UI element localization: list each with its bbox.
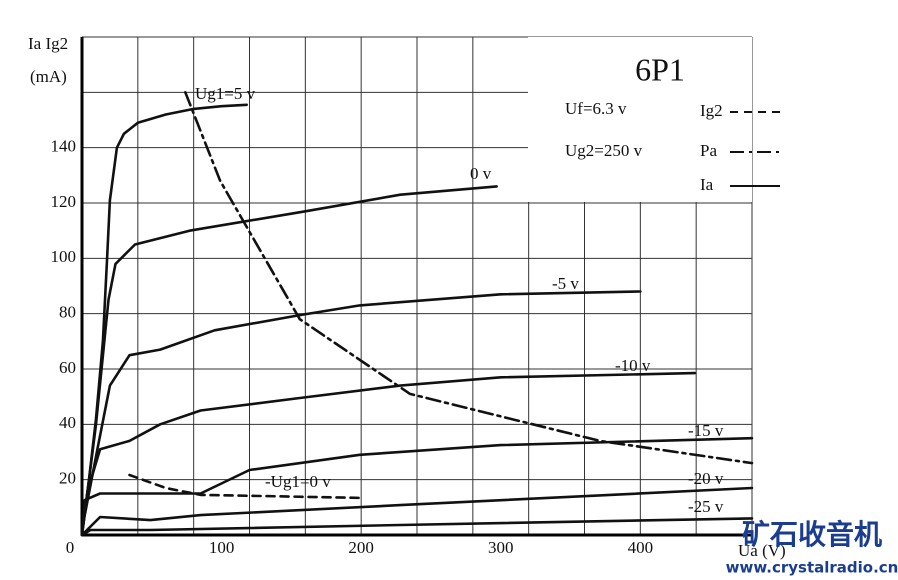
curve bbox=[80, 185, 498, 537]
y-tick-label: 140 bbox=[51, 137, 77, 156]
x-tick-label: 400 bbox=[628, 538, 654, 557]
legend-label: Ia bbox=[700, 175, 714, 194]
curve bbox=[80, 436, 754, 537]
watermark: www.crystalradio.cn bbox=[726, 559, 898, 577]
y-tick-label: 40 bbox=[59, 413, 76, 432]
curve-label: -15 v bbox=[688, 421, 724, 440]
y-axis-label: Ia Ig2 bbox=[28, 34, 68, 53]
curve-label: -Ug1=0 v bbox=[265, 472, 331, 491]
curve bbox=[80, 486, 754, 537]
x-tick-label: 0 bbox=[66, 538, 75, 557]
x-tick-label: 300 bbox=[488, 538, 514, 557]
curve bbox=[128, 473, 362, 500]
curve-label: -25 v bbox=[688, 497, 724, 516]
curve bbox=[80, 371, 697, 537]
curve-label: -20 v bbox=[688, 469, 724, 488]
x-tick-label: 200 bbox=[348, 538, 374, 557]
y-tick-label: 20 bbox=[59, 469, 76, 488]
y-tick-label: 60 bbox=[59, 358, 76, 377]
curve-label: 0 v bbox=[470, 164, 492, 183]
y-axis-label: (mA) bbox=[30, 67, 67, 86]
y-tick-label: 100 bbox=[51, 247, 77, 266]
legend-box bbox=[528, 37, 752, 202]
curve-label: Ug1=5 v bbox=[195, 84, 256, 103]
curve-label: -5 v bbox=[552, 274, 579, 293]
y-tick-label: 120 bbox=[51, 192, 77, 211]
watermark: 矿石收音机 bbox=[742, 518, 882, 551]
x-tick-label: 100 bbox=[209, 538, 235, 557]
curve-label: -10 v bbox=[615, 356, 651, 375]
info-text: Uf=6.3 v bbox=[565, 99, 627, 118]
y-tick-label: 80 bbox=[59, 303, 76, 322]
curve bbox=[80, 517, 754, 537]
x-axis-label: Ua (V) bbox=[738, 541, 786, 560]
curve bbox=[80, 290, 642, 531]
legend-label: Pa bbox=[700, 141, 717, 160]
legend-label: Ig2 bbox=[700, 101, 723, 120]
curve bbox=[184, 91, 754, 465]
info-text: Ug2=250 v bbox=[565, 141, 643, 160]
chart-title: 6P1 bbox=[635, 51, 685, 87]
